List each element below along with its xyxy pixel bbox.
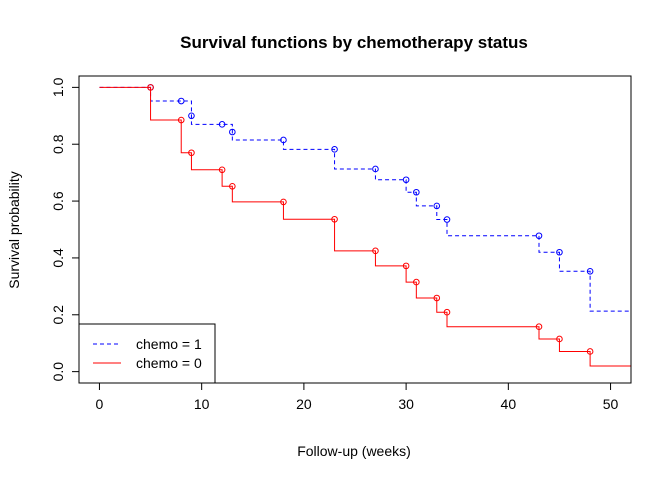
- censor-mark-chemo-0-11: [443, 308, 451, 316]
- y-axis-label: Survival probability: [6, 171, 22, 289]
- x-tick-label-1: 10: [194, 396, 210, 412]
- censor-mark-chemo-1-11: [443, 216, 451, 223]
- censor-mark-chemo-1-4: [229, 128, 236, 136]
- legend-label-chemo-1: chemo = 1: [136, 336, 202, 352]
- legend-box: [78, 323, 216, 384]
- censor-mark-chemo-0-4: [229, 182, 236, 190]
- censor-mark-chemo-0-5: [280, 198, 287, 206]
- censor-mark-chemo-0-6: [331, 215, 338, 223]
- y-tick-label-0: 0.0: [50, 362, 66, 382]
- chart-title: Survival functions by chemotherapy statu…: [180, 33, 528, 52]
- y-tick-label-2: 0.4: [50, 248, 66, 268]
- x-tick-label-3: 30: [398, 396, 414, 412]
- x-axis-label: Follow-up (weeks): [297, 443, 411, 459]
- censor-mark-chemo-1-8: [402, 176, 410, 184]
- censor-mark-chemo-1-14: [586, 267, 594, 275]
- censor-mark-chemo-0-12: [535, 323, 543, 331]
- censor-mark-chemo-1-13: [556, 248, 563, 256]
- legend: chemo = 1 chemo = 0: [78, 323, 216, 384]
- censor-mark-chemo-0-2: [188, 149, 195, 157]
- censor-mark-chemo-0-1: [177, 116, 185, 124]
- plot-content: [99, 84, 631, 367]
- x-tick-label-0: 0: [96, 396, 104, 412]
- censor-mark-chemo-1-1: [177, 97, 185, 105]
- censor-mark-chemo-1-10: [433, 202, 441, 210]
- censor-mark-chemo-0-10: [433, 294, 441, 302]
- axes: 0 10 20 30 40 50 0.0 0.2 0.4 0.6 0.8 1.0: [50, 77, 619, 412]
- series-line-chemo-1: [99, 86, 631, 312]
- x-tick-label-5: 50: [603, 396, 619, 412]
- legend-label-chemo-0: chemo = 0: [136, 355, 202, 371]
- censor-mark-chemo-1-9: [413, 188, 420, 196]
- censor-mark-chemo-1-2: [188, 112, 195, 120]
- x-tick-label-4: 40: [501, 396, 517, 412]
- censor-mark-chemo-0-9: [413, 278, 420, 286]
- censor-mark-chemo-1-12: [535, 232, 543, 240]
- censor-mark-chemo-0-7: [372, 247, 379, 255]
- y-tick-label-5: 1.0: [50, 77, 66, 97]
- x-tick-label-2: 20: [296, 396, 312, 412]
- censor-mark-chemo-1-7: [372, 165, 379, 173]
- y-tick-label-4: 0.8: [50, 134, 66, 154]
- censor-mark-chemo-0-13: [556, 335, 563, 343]
- censor-mark-chemo-1-3: [218, 121, 226, 128]
- y-tick-label-3: 0.6: [50, 191, 66, 211]
- censor-mark-chemo-0-3: [218, 166, 226, 174]
- censor-mark-chemo-1-6: [331, 146, 338, 153]
- y-tick-label-1: 0.2: [50, 305, 66, 325]
- censor-mark-chemo-0-14: [586, 348, 594, 355]
- censor-mark-chemo-0-8: [402, 262, 410, 270]
- censor-mark-chemo-0-0: [147, 84, 154, 91]
- censor-mark-chemo-1-5: [280, 136, 287, 144]
